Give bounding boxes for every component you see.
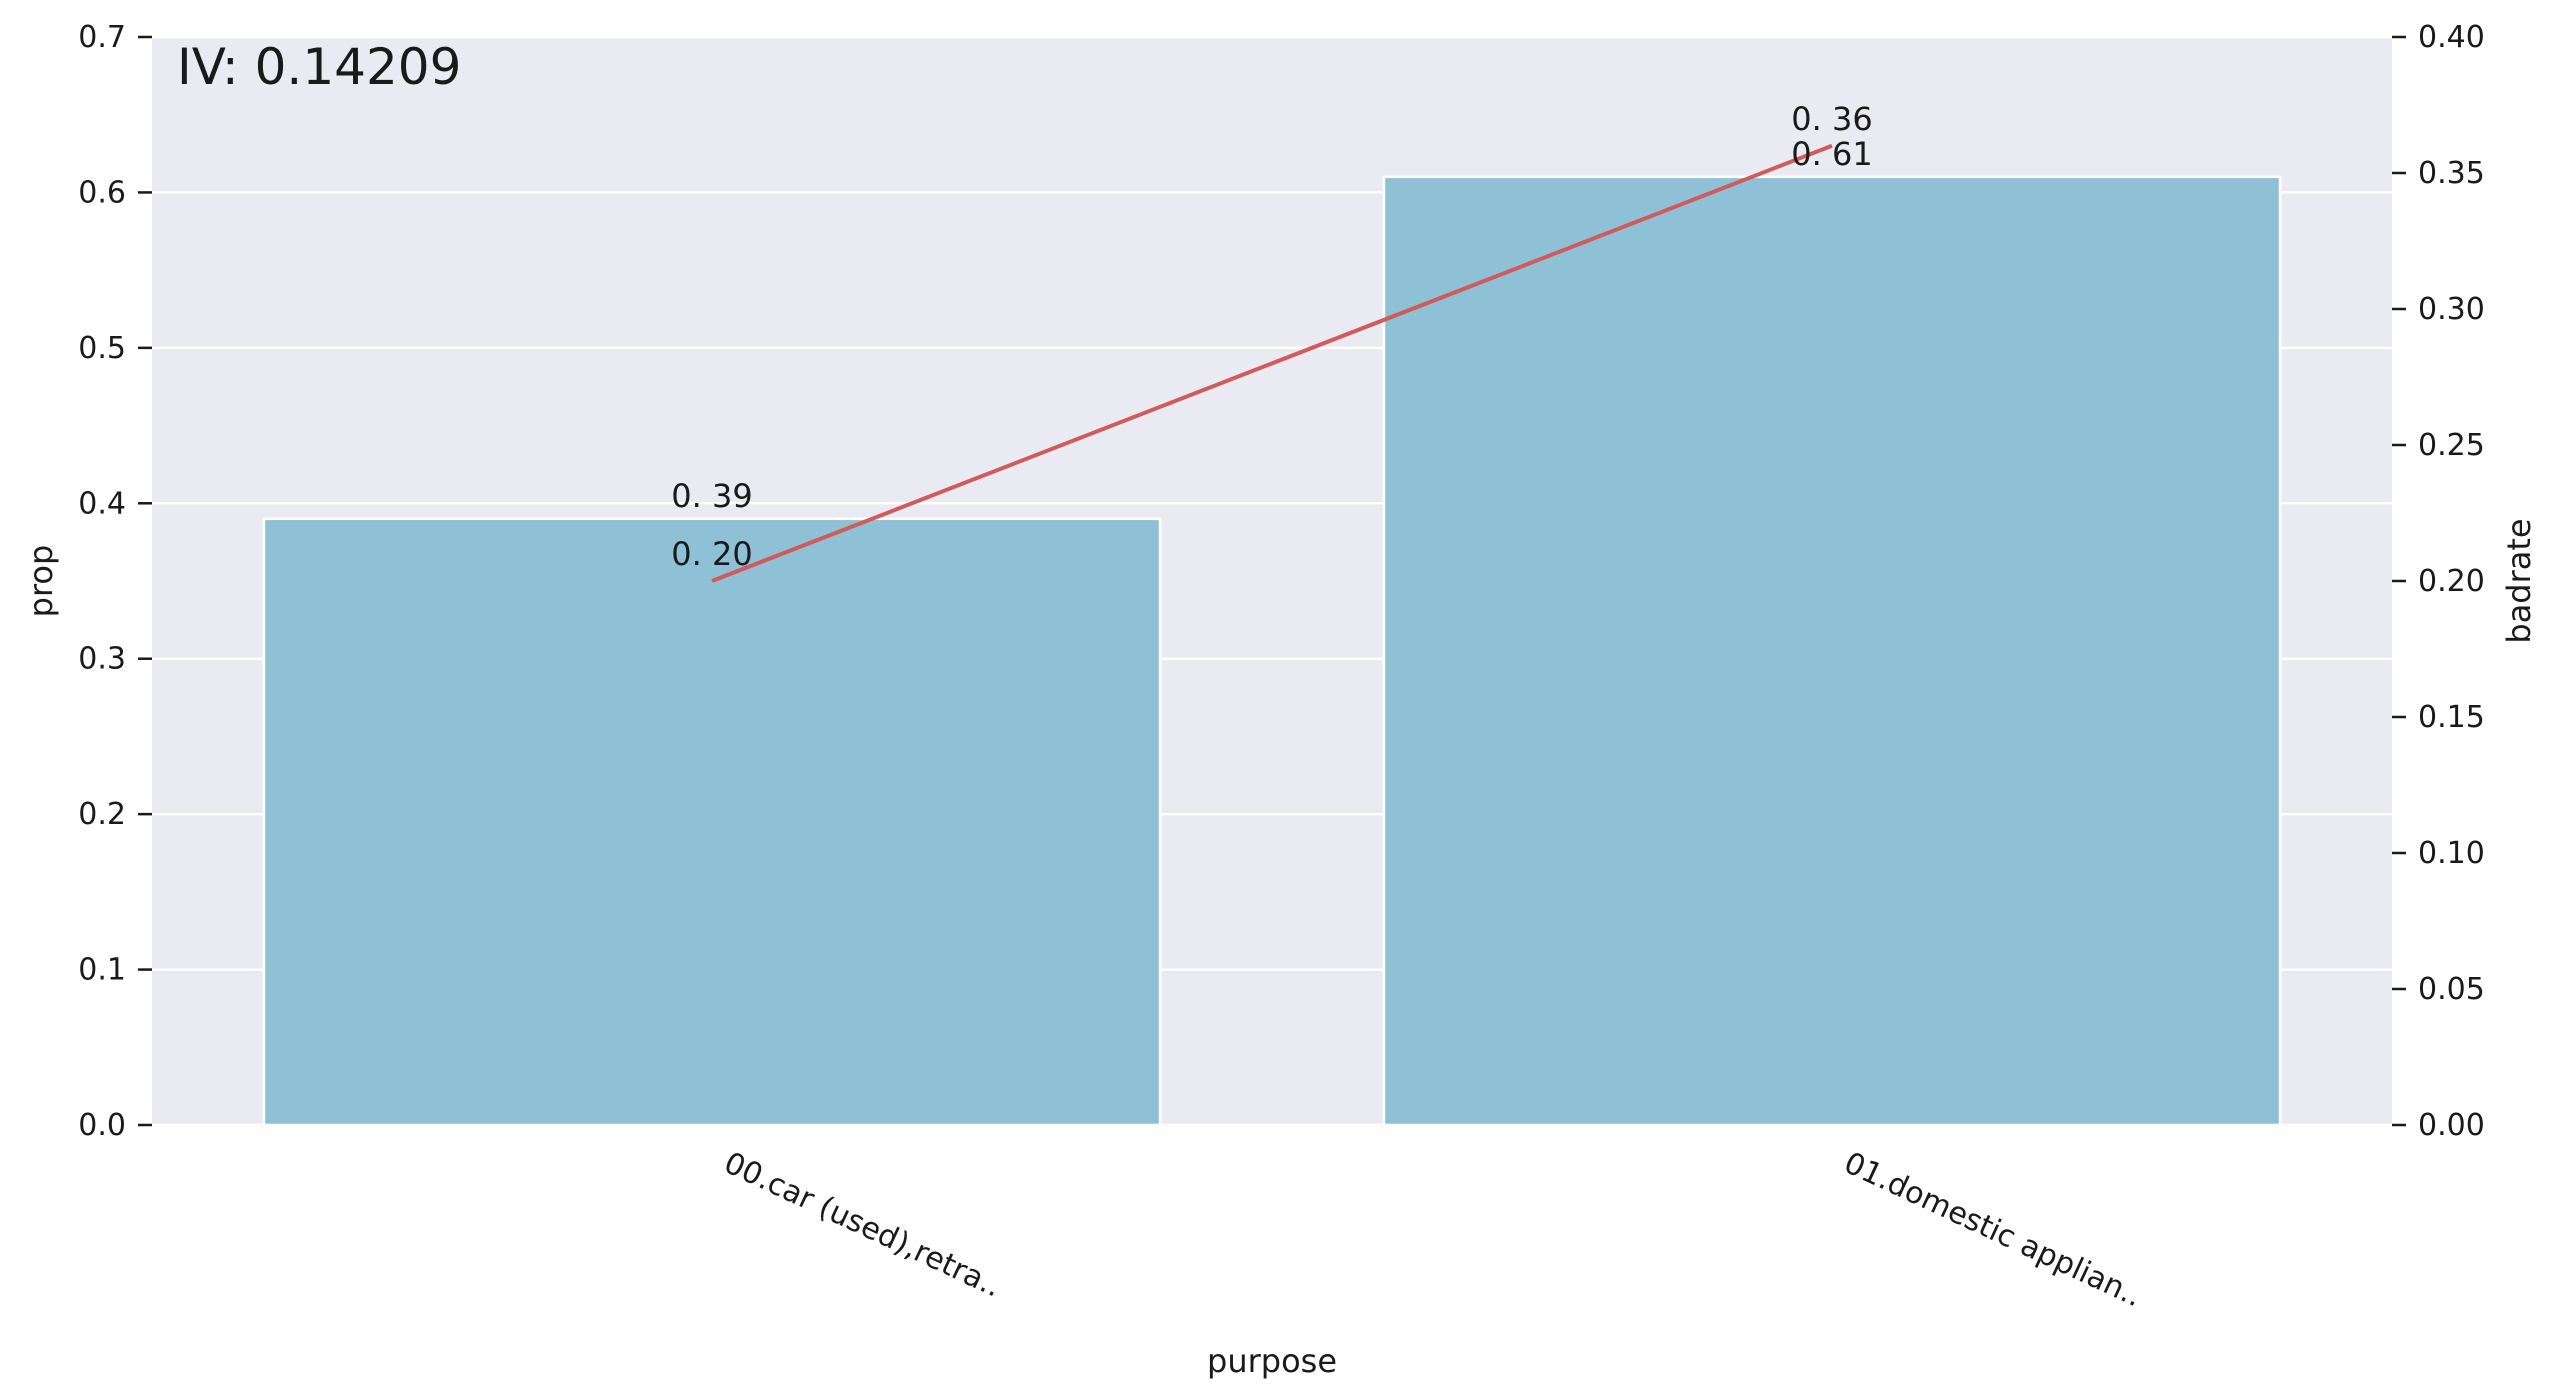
y-axis-label: prop	[22, 545, 60, 618]
x-axis-label: purpose	[1207, 1342, 1337, 1380]
y-tick-label: 0.1	[78, 953, 126, 988]
iv-annotation: IV: 0.14209	[177, 38, 461, 96]
bar	[262, 517, 1162, 1127]
bar-value-label: 0. 39	[671, 477, 752, 515]
y2-tick-label: 0.35	[2418, 156, 2485, 191]
y2-tick-label: 0.40	[2418, 20, 2485, 55]
badrate-value-label: 0. 20	[671, 535, 752, 573]
data-labels: 0. 39 0. 61 0. 20 0. 36	[671, 100, 1872, 573]
bar-value-label: 0. 61	[1791, 135, 1872, 173]
y2-tick-label: 0.05	[2418, 972, 2485, 1007]
y-tick-label: 0.5	[78, 331, 126, 366]
y-tick-label: 0.3	[78, 642, 126, 677]
badrate-polyline	[711, 143, 1833, 583]
bar	[1382, 175, 2282, 1127]
y-tick-label: 0.7	[78, 20, 126, 55]
y2-tick-label: 0.15	[2418, 700, 2485, 735]
y-tick-label: 0.0	[78, 1108, 126, 1143]
x-tick-label: 00.car (used),retra..	[719, 1146, 1007, 1305]
y2-tick-label: 0.10	[2418, 836, 2485, 871]
y-tick-label: 0.4	[78, 486, 126, 521]
x-tick-label: 01.domestic applian..	[1839, 1146, 2148, 1315]
x-axis: 00.car (used),retra.. 01.domestic applian…	[719, 1146, 2148, 1315]
y2-axis-label: badrate	[2500, 518, 2538, 643]
y2-tick-label: 0.25	[2418, 428, 2485, 463]
y-tick-label: 0.2	[78, 797, 126, 832]
y-tick-label: 0.6	[78, 175, 126, 210]
y-axis-right: 0.00 0.05 0.10 0.15 0.20 0.25 0.30 0.35 0.40	[2392, 20, 2485, 1143]
y2-tick-label: 0.20	[2418, 564, 2485, 599]
y2-tick-label: 0.00	[2418, 1108, 2485, 1143]
badrate-value-label: 0. 36	[1791, 100, 1872, 138]
bars	[262, 175, 2282, 1127]
y2-tick-label: 0.30	[2418, 292, 2485, 327]
badrate-line	[711, 143, 1833, 583]
y-axis-left: 0.0 0.1 0.2 0.3 0.4 0.5 0.6 0.7	[78, 20, 152, 1143]
